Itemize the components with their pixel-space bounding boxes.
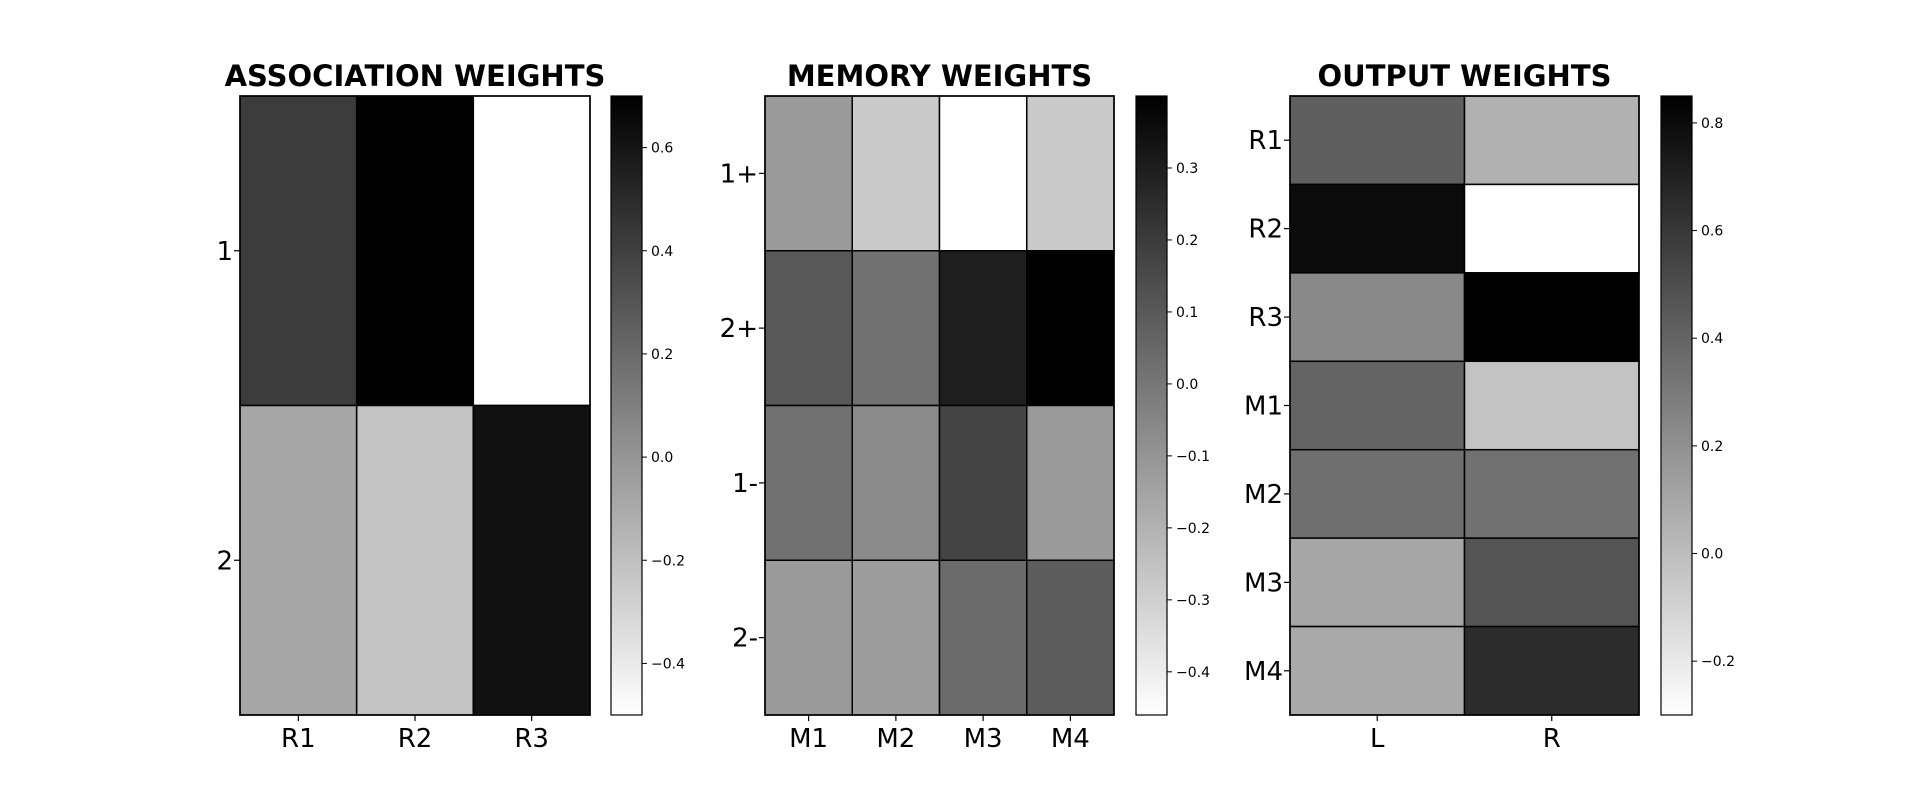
- chart-title: ASSOCIATION WEIGHTS: [225, 59, 606, 93]
- y-tick-label: M2: [1244, 480, 1283, 510]
- x-tick-label: R: [1543, 724, 1561, 754]
- heatmap-cell: [764, 404, 853, 561]
- colorbar-tick-label: −0.2: [651, 553, 685, 569]
- heatmap-cell: [851, 95, 941, 252]
- colorbar-tick-label: 0.4: [1701, 331, 1723, 347]
- heatmap-cell: [938, 95, 1028, 252]
- y-tick-label: M4: [1244, 657, 1283, 687]
- heatmap-cell: [1289, 537, 1466, 628]
- heatmap-cell: [1463, 537, 1640, 628]
- colorbar-tick-label: 0.6: [651, 141, 673, 157]
- colorbar-tick-label: 0.4: [651, 244, 673, 260]
- colorbar-tick-label: 0.2: [1701, 439, 1723, 455]
- heatmap-cell: [1289, 95, 1466, 186]
- heatmap-panel-3: OUTPUT WEIGHTS L R R1 R2 R3 M1 M2 M3 M4 −0.2 0.0 0.2…: [1244, 59, 1735, 754]
- heatmap-cell: [355, 95, 475, 407]
- heatmap-cell: [1289, 183, 1466, 274]
- x-tick-label: M2: [876, 724, 915, 754]
- heatmap-cell: [1289, 360, 1466, 451]
- heatmap-cell: [938, 404, 1028, 561]
- x-tick-label: R2: [398, 724, 433, 754]
- heatmap-cell: [1463, 95, 1640, 186]
- heatmap-cell: [239, 404, 358, 716]
- y-tick-label: R2: [1248, 215, 1283, 245]
- y-tick-label: 1-: [732, 469, 758, 499]
- x-tick-label: R3: [514, 724, 549, 754]
- colorbar: [1135, 95, 1168, 716]
- colorbar-tick-label: −0.2: [1701, 654, 1735, 670]
- heatmap-cell: [1463, 183, 1640, 274]
- heatmap-cell: [1026, 404, 1115, 561]
- colorbar: [610, 95, 643, 716]
- colorbar-tick-label: 0.3: [1176, 161, 1198, 177]
- heatmap-cell: [764, 250, 853, 407]
- y-tick-label: 1: [216, 237, 233, 267]
- x-tick-label: L: [1370, 724, 1385, 754]
- heatmap-cell: [851, 250, 941, 407]
- x-tick-label: M1: [789, 724, 828, 754]
- heatmap-cell: [1463, 360, 1640, 451]
- colorbar-tick-label: −0.3: [1176, 593, 1210, 609]
- colorbar-tick-label: −0.1: [1176, 449, 1210, 465]
- heatmap-cell: [472, 95, 591, 407]
- heatmap-panel-1: ASSOCIATION WEIGHTS R1 R2 R3 1 2 −0.4 −0.2 0.0 0.…: [216, 59, 685, 754]
- heatmap-cell: [851, 404, 941, 561]
- heatmap-cell: [1026, 95, 1115, 252]
- heatmap-cell: [1289, 448, 1466, 539]
- colorbar-tick-label: −0.4: [1176, 665, 1210, 681]
- x-tick-label: R1: [281, 724, 316, 754]
- heatmap-cell: [239, 95, 358, 407]
- y-tick-label: 2-: [732, 624, 758, 654]
- heatmap-cell: [355, 404, 475, 716]
- heatmap-cell: [938, 559, 1028, 716]
- y-tick-label: M1: [1244, 392, 1283, 422]
- colorbar-tick-label: −0.2: [1176, 521, 1210, 537]
- colorbar-tick-label: 0.0: [1176, 377, 1198, 393]
- colorbar-tick-label: 0.0: [651, 450, 673, 466]
- colorbar-tick-label: 0.6: [1701, 224, 1723, 240]
- y-tick-label: 1+: [720, 159, 758, 189]
- heatmap-cell: [1463, 448, 1640, 539]
- plot-frame: [764, 95, 1115, 716]
- x-tick-label: M3: [964, 724, 1003, 754]
- y-tick-label: R1: [1248, 126, 1283, 156]
- colorbar-tick-label: 0.8: [1701, 116, 1723, 132]
- heatmap-cell: [1289, 272, 1466, 363]
- heatmap-cell: [851, 559, 941, 716]
- colorbar-tick-label: 0.1: [1176, 305, 1198, 321]
- colorbar: [1660, 95, 1693, 716]
- heatmap-cell: [1463, 625, 1640, 716]
- heatmap-cell: [1463, 272, 1640, 363]
- chart-title: OUTPUT WEIGHTS: [1318, 59, 1612, 93]
- heatmap-cell: [1026, 559, 1115, 716]
- colorbar-tick-label: −0.4: [651, 656, 685, 672]
- heatmap-cell: [472, 404, 591, 716]
- colorbar-tick-label: 0.0: [1701, 547, 1723, 563]
- heatmap-panel-2: MEMORY WEIGHTS M1 M2 M3 M4 1+ 2+ 1- 2- −0.4 −0.3 −0…: [720, 59, 1210, 754]
- colorbar-tick-label: 0.2: [1176, 233, 1198, 249]
- heatmap-cell: [1026, 250, 1115, 407]
- y-tick-label: 2: [216, 546, 233, 576]
- colorbar-tick-label: 0.2: [651, 347, 673, 363]
- heatmap-cell: [764, 559, 853, 716]
- heatmap-cell: [764, 95, 853, 252]
- x-tick-label: M4: [1051, 724, 1090, 754]
- y-tick-label: 2+: [720, 314, 758, 344]
- y-tick-label: R3: [1248, 303, 1283, 333]
- chart-title: MEMORY WEIGHTS: [787, 59, 1092, 93]
- heatmap-cell: [938, 250, 1028, 407]
- y-tick-label: M3: [1244, 568, 1283, 598]
- heatmap-cell: [1289, 625, 1466, 716]
